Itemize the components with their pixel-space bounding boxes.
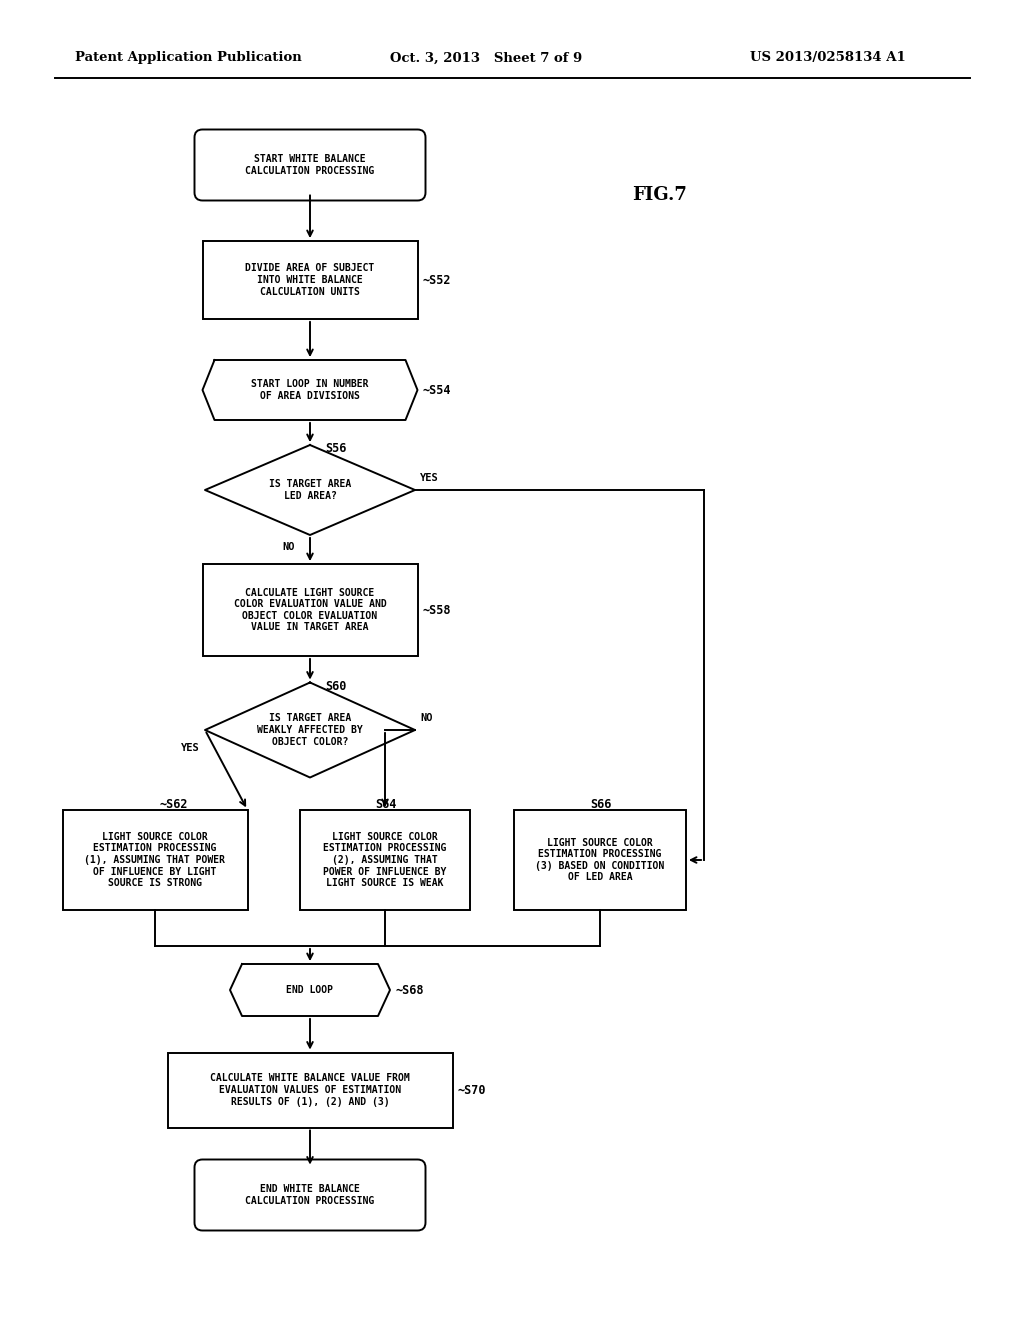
Bar (62, 810, 248, 909)
Text: NO: NO (420, 713, 432, 723)
Bar (203, 564, 418, 656)
Text: S56: S56 (325, 441, 346, 454)
Text: Oct. 3, 2013   Sheet 7 of 9: Oct. 3, 2013 Sheet 7 of 9 (390, 51, 583, 65)
Text: ~S58: ~S58 (423, 603, 451, 616)
Text: CALCULATE WHITE BALANCE VALUE FROM
EVALUATION VALUES OF ESTIMATION
RESULTS OF (1: CALCULATE WHITE BALANCE VALUE FROM EVALU… (210, 1073, 410, 1106)
Text: START WHITE BALANCE
CALCULATION PROCESSING: START WHITE BALANCE CALCULATION PROCESSI… (246, 154, 375, 176)
Text: END LOOP: END LOOP (287, 985, 334, 995)
Text: S66: S66 (590, 797, 611, 810)
Text: START LOOP IN NUMBER
OF AREA DIVISIONS: START LOOP IN NUMBER OF AREA DIVISIONS (251, 379, 369, 401)
Text: ~S68: ~S68 (395, 983, 424, 997)
Polygon shape (205, 682, 415, 777)
Text: END WHITE BALANCE
CALCULATION PROCESSING: END WHITE BALANCE CALCULATION PROCESSING (246, 1184, 375, 1205)
Text: DIVIDE AREA OF SUBJECT
INTO WHITE BALANCE
CALCULATION UNITS: DIVIDE AREA OF SUBJECT INTO WHITE BALANC… (246, 264, 375, 297)
Text: LIGHT SOURCE COLOR
ESTIMATION PROCESSING
(2), ASSUMING THAT
POWER OF INFLUENCE B: LIGHT SOURCE COLOR ESTIMATION PROCESSING… (324, 832, 446, 888)
Polygon shape (203, 360, 418, 420)
Bar (203, 242, 418, 319)
Text: ~S52: ~S52 (423, 273, 451, 286)
Text: FIG.7: FIG.7 (633, 186, 687, 205)
Text: LIGHT SOURCE COLOR
ESTIMATION PROCESSING
(1), ASSUMING THAT POWER
OF INFLUENCE B: LIGHT SOURCE COLOR ESTIMATION PROCESSING… (85, 832, 225, 888)
Bar (514, 810, 686, 909)
Text: CALCULATE LIGHT SOURCE
COLOR EVALUATION VALUE AND
OBJECT COLOR EVALUATION
VALUE : CALCULATE LIGHT SOURCE COLOR EVALUATION … (233, 587, 386, 632)
FancyBboxPatch shape (195, 129, 426, 201)
FancyBboxPatch shape (195, 1159, 426, 1230)
Text: IS TARGET AREA
LED AREA?: IS TARGET AREA LED AREA? (269, 479, 351, 500)
Text: NO: NO (282, 543, 295, 552)
Text: S60: S60 (325, 680, 346, 693)
Text: US 2013/0258134 A1: US 2013/0258134 A1 (750, 51, 906, 65)
Text: IS TARGET AREA
WEAKLY AFFECTED BY
OBJECT COLOR?: IS TARGET AREA WEAKLY AFFECTED BY OBJECT… (257, 713, 362, 747)
Text: ~S62: ~S62 (160, 797, 188, 810)
Text: LIGHT SOURCE COLOR
ESTIMATION PROCESSING
(3) BASED ON CONDITION
OF LED AREA: LIGHT SOURCE COLOR ESTIMATION PROCESSING… (536, 838, 665, 882)
Text: YES: YES (181, 743, 200, 752)
Bar (300, 810, 470, 909)
Polygon shape (205, 445, 415, 535)
Bar (168, 1052, 453, 1127)
Polygon shape (230, 964, 390, 1016)
Text: Patent Application Publication: Patent Application Publication (75, 51, 302, 65)
Text: YES: YES (420, 473, 438, 483)
Text: ~S54: ~S54 (423, 384, 451, 396)
Text: ~S70: ~S70 (458, 1084, 486, 1097)
Text: S64: S64 (375, 797, 396, 810)
